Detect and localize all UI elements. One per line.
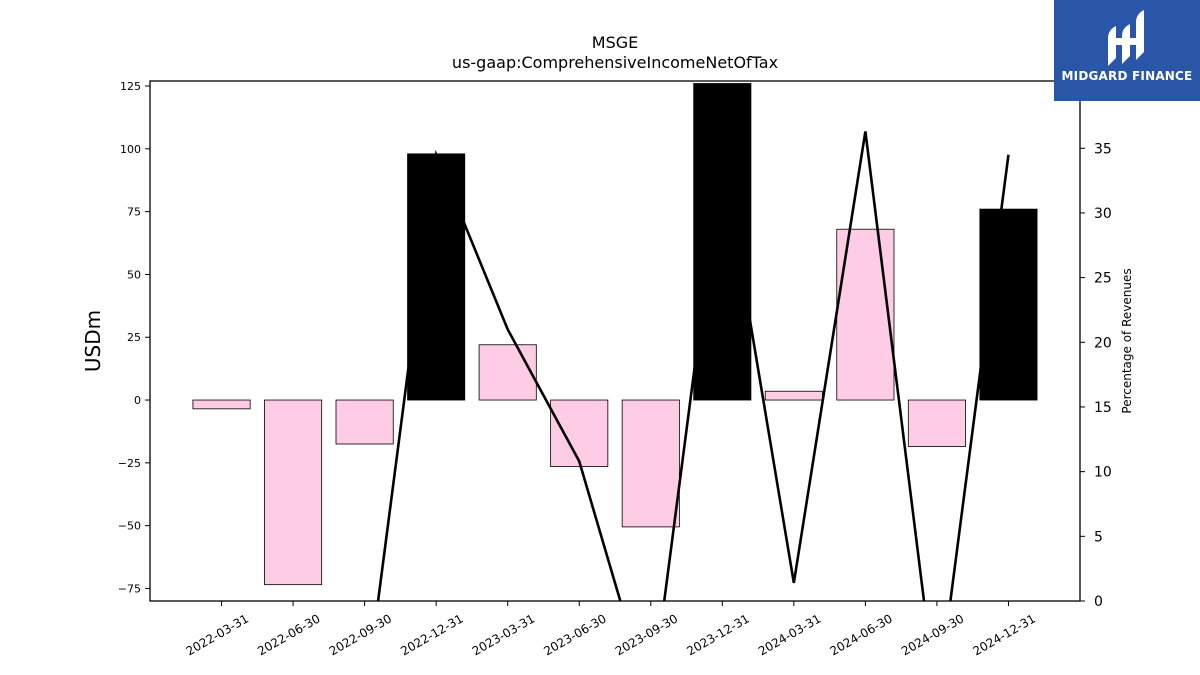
x-tick-label: 2022-12-31 <box>398 611 465 658</box>
x-tick-label: 2023-09-30 <box>613 611 680 658</box>
y-tick-label: 50 <box>127 268 141 281</box>
bar-2023-12-31 <box>693 83 752 401</box>
x-tick-label: 2024-12-31 <box>971 611 1038 658</box>
bar-2023-09-30 <box>621 399 680 528</box>
bar-2022-09-30 <box>335 399 394 445</box>
bar-2022-12-31 <box>407 153 466 401</box>
y-tick-label: 100 <box>120 143 141 156</box>
y-right-tick-label: 30 <box>1094 206 1112 222</box>
x-tick-label: 2024-03-31 <box>756 611 823 658</box>
chart-subtitle: us-gaap:ComprehensiveIncomeNetOfTax <box>452 53 778 72</box>
x-tick-label: 2022-03-31 <box>184 611 251 658</box>
logo-text: MIDGARD FINANCE <box>1061 69 1193 83</box>
y-tick-label: −75 <box>118 582 141 595</box>
y-tick-label: −25 <box>118 457 141 470</box>
y-axis-label: USDm <box>81 310 105 372</box>
y-axis-right-label: Percentage of Revenues <box>1120 268 1134 413</box>
y-tick-label: 25 <box>127 331 141 344</box>
y-tick-label: 75 <box>127 206 141 219</box>
midgard-finance-logo: MIDGARD FINANCE <box>1054 0 1200 101</box>
y-tick-label: 125 <box>120 80 141 93</box>
x-tick-label: 2022-06-30 <box>255 611 322 658</box>
bar-2022-06-30 <box>264 399 323 586</box>
y-axis-right: 0 5 10 15 20 25 30 35 <box>1080 141 1112 610</box>
bar-2022-03-31 <box>192 399 251 410</box>
y-right-tick-label: 5 <box>1094 529 1103 545</box>
x-tick-label: 2024-09-30 <box>899 611 966 658</box>
x-tick-label: 2023-06-30 <box>541 611 608 658</box>
percentage-line <box>376 131 1010 601</box>
y-axis-left: −75 −50 −25 0 25 50 75 100 125 <box>118 80 150 595</box>
y-right-tick-label: 0 <box>1094 594 1103 610</box>
x-tick-label: 2023-03-31 <box>470 611 537 658</box>
bar-series <box>192 83 1038 586</box>
y-tick-label: 0 <box>134 394 141 407</box>
x-axis: 2022-03-31 2022-06-30 2022-09-30 2022-12-31… <box>184 601 1038 658</box>
x-tick-label: 2024-06-30 <box>827 611 894 658</box>
y-right-tick-label: 35 <box>1094 141 1112 157</box>
x-tick-label: 2022-09-30 <box>327 611 394 658</box>
bar-2024-09-30 <box>907 399 966 447</box>
x-tick-label: 2023-12-31 <box>684 611 751 658</box>
plot-frame <box>149 80 1081 602</box>
midgard-logo-icon <box>1108 10 1144 66</box>
y-right-tick-label: 25 <box>1094 271 1112 287</box>
bar-2024-03-31 <box>764 390 823 401</box>
bar-2023-03-31 <box>478 344 537 401</box>
line-series <box>376 131 1010 601</box>
chart-title: MSGE <box>592 33 638 52</box>
y-right-tick-label: 15 <box>1094 400 1112 416</box>
y-right-tick-label: 20 <box>1094 335 1112 351</box>
y-tick-label: −50 <box>118 520 141 533</box>
y-right-tick-label: 10 <box>1094 465 1112 481</box>
bar-2023-06-30 <box>550 399 609 468</box>
